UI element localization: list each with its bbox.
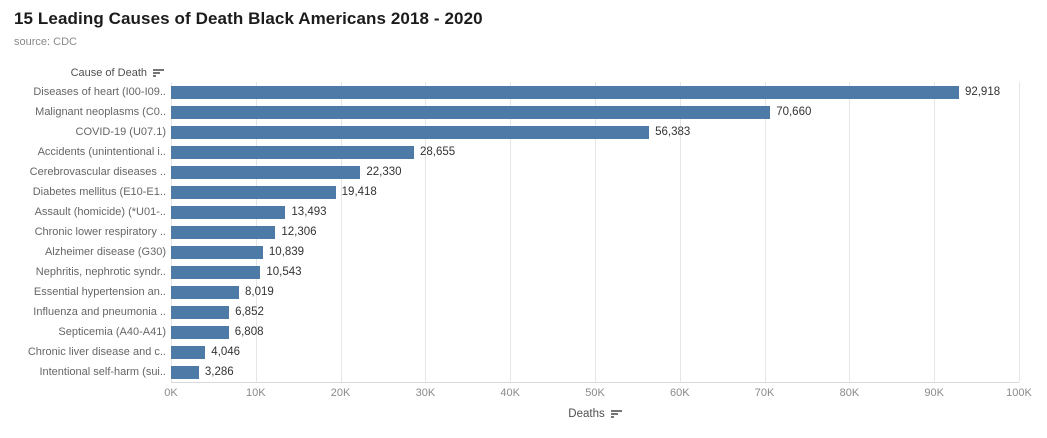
- category-label[interactable]: Assault (homicide) (*U01-..: [34, 206, 166, 218]
- bar-row: 56,383: [171, 122, 1019, 142]
- bar-row: 10,839: [171, 242, 1019, 262]
- x-tick-label: 0K: [164, 387, 178, 399]
- bar-value-label: 19,418: [341, 186, 377, 198]
- bar[interactable]: [171, 125, 650, 139]
- bar[interactable]: [171, 305, 230, 319]
- x-tick-label: 40K: [500, 387, 520, 399]
- x-axis-title-label: Deaths: [568, 408, 605, 420]
- bar-value-label: 8,019: [245, 286, 274, 298]
- x-tick-label: 10K: [246, 387, 266, 399]
- bar-value-label: 6,808: [234, 326, 264, 338]
- bar-row: 6,808: [171, 322, 1019, 342]
- sort-descending-icon[interactable]: [610, 410, 622, 418]
- row-axis-header: Cause of Death: [0, 65, 164, 81]
- bar[interactable]: [171, 105, 771, 119]
- bar[interactable]: [171, 205, 286, 219]
- bar-row: 12,306: [171, 222, 1019, 242]
- bar-row: 6,852: [171, 302, 1019, 322]
- category-labels: Diseases of heart (I00-I09.. Malignant ne…: [0, 82, 166, 382]
- gridline: [425, 82, 427, 382]
- bar-value-label: 4,046: [211, 346, 241, 358]
- bar-row: 92,918: [171, 82, 1019, 102]
- x-tick-label: 20K: [330, 387, 351, 399]
- x-tick-label: 100K: [1006, 387, 1032, 399]
- x-tick-label: 70K: [754, 387, 775, 399]
- bar-row: 4,046: [171, 342, 1019, 362]
- x-axis-ticks: 0K 10K 20K 30K 40K 50K 60K 70K 80K 90K 100K: [164, 387, 1032, 401]
- bar-row: 8,019: [171, 282, 1019, 302]
- page-title: 15 Leading Causes of Death Black America…: [14, 9, 483, 28]
- gridline: [510, 82, 512, 382]
- bar[interactable]: [171, 225, 276, 239]
- bar-value-label: 13,493: [291, 206, 327, 218]
- x-tick-label: 30K: [415, 387, 436, 399]
- bar[interactable]: [171, 245, 263, 259]
- bar-value-label: 12,306: [281, 226, 317, 238]
- bar-row: 10,543: [171, 262, 1019, 282]
- x-tick-label: 60K: [670, 387, 690, 399]
- bar[interactable]: [171, 165, 361, 179]
- bar[interactable]: [171, 85, 959, 99]
- x-tick-label: 50K: [585, 387, 605, 399]
- bar-row: 3,286: [171, 362, 1019, 382]
- bar-row: 28,655: [171, 142, 1019, 162]
- gridline: [679, 82, 681, 382]
- category-label[interactable]: Accidents (unintentional i..: [37, 146, 166, 158]
- bar-row: 19,418: [171, 182, 1019, 202]
- gridline: [340, 82, 342, 382]
- category-label[interactable]: Diabetes mellitus (E10-E1..: [32, 186, 166, 198]
- bar-value-label: 10,839: [268, 246, 305, 258]
- bar-value-label: 28,655: [419, 146, 456, 158]
- bar[interactable]: [171, 265, 261, 279]
- bar-rows: 92,918 70,660 56,383 28,655 22,330 19,418 13,4…: [171, 82, 1019, 382]
- x-axis-title: Deaths: [171, 408, 1019, 420]
- row-axis-header-label: Cause of Death: [70, 67, 147, 79]
- category-label[interactable]: Influenza and pneumonia ..: [33, 306, 166, 318]
- bar-row: 22,330: [171, 162, 1019, 182]
- bar-row: 13,493: [171, 202, 1019, 222]
- x-tick-label: 80K: [839, 387, 860, 399]
- bar-value-label: 3,286: [204, 366, 234, 378]
- gridline: [764, 82, 766, 382]
- page-subtitle: source: CDC: [14, 36, 77, 48]
- category-label[interactable]: Cerebrovascular diseases ..: [29, 166, 166, 178]
- bar[interactable]: [171, 365, 199, 379]
- plot-area: 92,918 70,660 56,383 28,655 22,330 19,418 13,4…: [171, 82, 1020, 383]
- category-label[interactable]: Intentional self-harm (sui..: [39, 366, 166, 378]
- bar[interactable]: [171, 145, 414, 159]
- category-label[interactable]: Nephritis, nephrotic syndr..: [35, 266, 166, 278]
- x-tick-label: 90K: [924, 387, 944, 399]
- bar[interactable]: [171, 325, 229, 339]
- bar[interactable]: [171, 345, 206, 359]
- category-label[interactable]: Diseases of heart (I00-I09..: [33, 86, 166, 98]
- bar-value-label: 22,330: [366, 166, 402, 178]
- bar[interactable]: [171, 185, 336, 199]
- bar-value-label: 92,918: [964, 86, 1001, 98]
- category-label[interactable]: Malignant neoplasms (C0..: [35, 106, 166, 118]
- gridline: [849, 82, 851, 382]
- gridline: [595, 82, 596, 382]
- category-label[interactable]: Septicemia (A40-A41): [58, 326, 166, 338]
- category-label[interactable]: Alzheimer disease (G30): [44, 246, 166, 258]
- bar-value-label: 70,660: [776, 106, 812, 118]
- gridline: [1019, 82, 1020, 382]
- category-label[interactable]: Chronic liver disease and c..: [27, 346, 166, 358]
- bar-value-label: 6,852: [235, 306, 264, 318]
- bar-row: 70,660: [171, 102, 1019, 122]
- bar[interactable]: [171, 285, 239, 299]
- gridline: [934, 82, 936, 382]
- category-label[interactable]: Essential hypertension an..: [33, 286, 166, 298]
- category-label[interactable]: COVID-19 (U07.1): [75, 126, 166, 138]
- sort-descending-icon[interactable]: [153, 69, 164, 77]
- bar-value-label: 10,543: [266, 266, 302, 278]
- bar-value-label: 56,383: [655, 126, 691, 138]
- category-label[interactable]: Chronic lower respiratory ..: [34, 226, 166, 238]
